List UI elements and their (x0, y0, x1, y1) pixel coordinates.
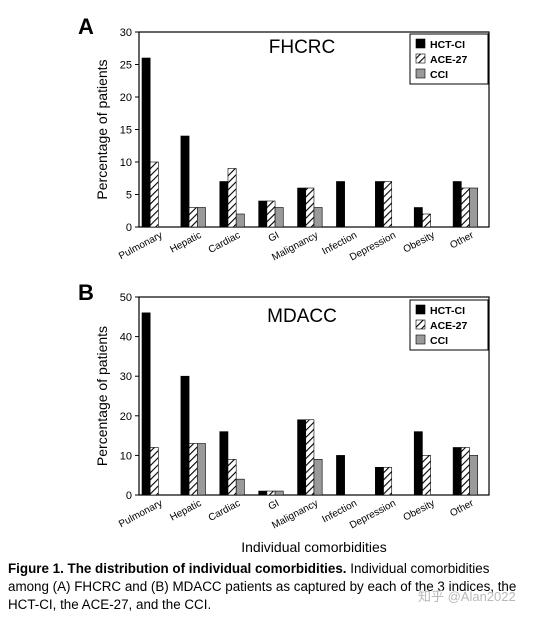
panel-b-legend-label-hct-ci: HCT-CI (430, 305, 465, 317)
panel-b-bar-ace-27 (305, 419, 315, 496)
panel-b-category-label: Obesity (402, 498, 437, 524)
figure-caption: Figure 1. The distribution of individual… (8, 560, 554, 614)
panel-a-bar-hct-ci (297, 187, 307, 228)
panel-a-title: FHCRC (269, 37, 336, 58)
panel-a-bar-cci (196, 207, 206, 228)
panel-a-y-axis-label: Percentage of patients (94, 59, 110, 199)
panel-b-category-label: Cardiac (207, 498, 243, 524)
panel-a-ytick-label: 30 (120, 27, 132, 39)
panel-b-ytick-label: 30 (120, 371, 132, 383)
panel-b-bar-hct-ci (219, 431, 229, 496)
panel-a-bar-ace-27 (188, 207, 198, 228)
panel-b-bar-ace-27 (188, 443, 198, 496)
panel-b-bar-cci (469, 455, 479, 496)
panel-b-legend-label-ace-27: ACE-27 (430, 320, 468, 332)
panel-a-bar-ace-27 (266, 200, 276, 228)
panel-b-category-label: Hepatic (168, 498, 203, 524)
panel-b-bar-hct-ci (336, 455, 345, 496)
panel-b-bar-cci (196, 443, 206, 496)
panel-a-category-label: Other (448, 230, 476, 252)
panel-a-bar-ace-27 (149, 161, 159, 228)
caption-bold: Figure 1. The distribution of individual… (8, 561, 347, 576)
panel-b-bar-hct-ci (413, 431, 423, 496)
panel-b-bar-cci (235, 478, 245, 496)
panel-a-bar-cci (274, 207, 284, 228)
panel-b-legend-swatch-ace-27 (415, 319, 426, 330)
panel-a-bar-hct-ci (336, 181, 345, 228)
panel-b-ytick-label: 40 (120, 332, 132, 344)
comorbidity-chart-figure: A FHCRC 0 5 10 15 20 25 30 Percentage of patients… (78, 14, 490, 555)
panel-b-bar-hct-ci (258, 490, 268, 496)
panel-a-bar-hct-ci (141, 57, 151, 228)
panel-a-bar-ace-27 (383, 181, 393, 228)
panel-a-letter: A (78, 14, 94, 39)
panel-b-ytick-label: 20 (120, 411, 132, 423)
panel-a-category-label: Cardiac (207, 230, 243, 256)
panel-a-category-label: Hepatic (168, 230, 203, 256)
panel-b-legend-swatch-hct-ci (415, 304, 426, 315)
panel-a-bar-cci (313, 207, 323, 228)
panel-b-category-label: Pulmonary (117, 498, 164, 530)
panel-b-bar-hct-ci (297, 419, 307, 496)
panel-b-bar-ace-27 (422, 455, 431, 496)
panel-a-bar-hct-ci (219, 181, 229, 228)
panel-b-title: MDACC (267, 306, 337, 327)
panel-a-legend-swatch-cci (415, 68, 426, 79)
panel-a-legend-swatch-ace-27 (415, 53, 426, 64)
panel-b-bar-hct-ci (141, 312, 151, 496)
caption-line-3: HCT-CI, the ACE-27, and the CCI. (8, 597, 212, 612)
panel-a-ytick-label: 20 (120, 92, 132, 104)
panel-a-ytick-label: 0 (126, 222, 132, 234)
panel-a-category-label: GI (267, 230, 281, 245)
panel-a-bar-cci (469, 187, 479, 228)
panel-a-bar-ace-27 (461, 187, 470, 228)
panel-a-ytick-label: 10 (120, 157, 132, 169)
panel-a-ytick-label: 15 (120, 125, 132, 137)
panel-a-category-label: Obesity (402, 230, 437, 256)
panel-b-bar-hct-ci (375, 466, 384, 496)
panel-b-ytick-label: 0 (126, 490, 132, 502)
panel-a-bar-hct-ci (375, 181, 384, 228)
panel-a-category-label: Pulmonary (117, 230, 164, 262)
panel-b-y-axis-label: Percentage of patients (94, 326, 110, 466)
panel-a-bar-hct-ci (452, 181, 462, 228)
panel-a-bar-hct-ci (413, 207, 423, 228)
panel-a-legend-swatch-hct-ci (415, 38, 426, 49)
panel-b-legend-swatch-cci (415, 334, 426, 345)
panel-b-bar-ace-27 (227, 459, 237, 496)
panel-b-bar-ace-27 (149, 447, 159, 496)
panel-a-bar-hct-ci (258, 200, 268, 228)
panel-b-ytick-label: 10 (120, 450, 132, 462)
panel-b-x-axis-label: Individual comorbidities (241, 539, 387, 555)
panel-b-legend-label-cci: CCI (430, 335, 448, 347)
panel-b-bar-ace-27 (383, 466, 393, 496)
panel-b-bar-hct-ci (452, 447, 462, 496)
panel-b-bar-hct-ci (180, 375, 190, 496)
panel-a-ytick-label: 25 (120, 60, 132, 72)
caption-line-1: Figure 1. The distribution of individual… (8, 560, 554, 578)
panel-a-bar-cci (235, 213, 245, 228)
panel-b-category-label: GI (267, 498, 281, 513)
panel-a-legend-label-hct-ci: HCT-CI (430, 39, 465, 51)
panel-b-category-label: Other (448, 498, 476, 520)
panel-a-ytick-label: 5 (126, 190, 132, 202)
panel-b-bar-ace-27 (461, 447, 470, 496)
panel-b-letter: B (78, 280, 94, 305)
panel-a-legend-label-ace-27: ACE-27 (430, 54, 468, 66)
caption-line-1-rest: Individual comorbidities (346, 561, 490, 576)
panel-a-legend-label-cci: CCI (430, 69, 448, 81)
caption-line-2: among (A) FHCRC and (B) MDACC patients a… (8, 579, 517, 594)
watermark: 知乎 @Alan2022 (418, 589, 516, 604)
panel-b-ytick-label: 50 (120, 292, 132, 304)
panel-b-bar-ace-27 (266, 490, 276, 496)
panel-a-bar-hct-ci (180, 135, 190, 228)
panel-b-bar-cci (313, 459, 323, 496)
panel-a-bar-ace-27 (422, 213, 431, 228)
panel-a-bar-ace-27 (227, 168, 237, 228)
panel-b-bar-cci (274, 490, 284, 496)
panel-a-bar-ace-27 (305, 187, 315, 228)
